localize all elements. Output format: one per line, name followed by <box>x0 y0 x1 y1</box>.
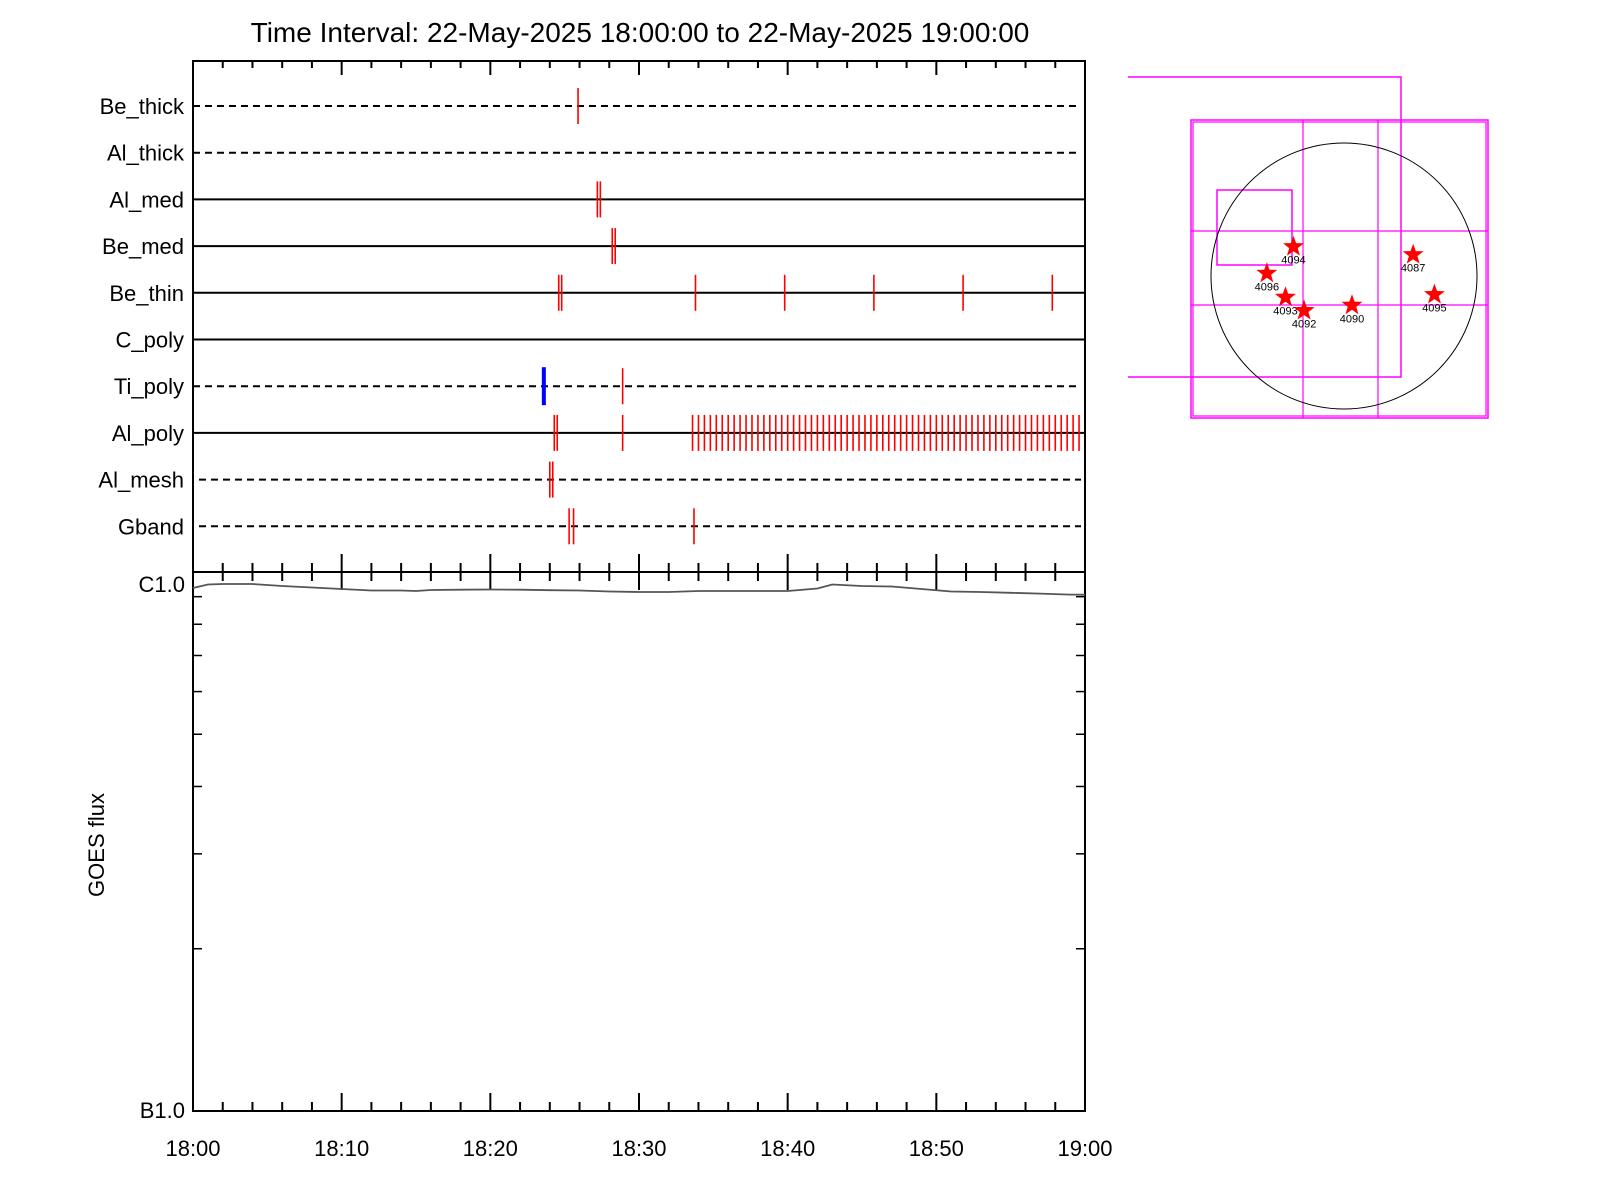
x-tick-label: 18:10 <box>314 1136 369 1161</box>
active-region-star-marker <box>1293 299 1315 320</box>
x-tick-label: 18:50 <box>909 1136 964 1161</box>
fov-outline-large <box>1128 76 1402 378</box>
active-region-star-marker <box>1256 262 1278 283</box>
y-tick-label-bottom: B1.0 <box>140 1098 185 1123</box>
active-region-label: 4095 <box>1422 303 1446 315</box>
event-timeline-panel: Be_thick Al_thick Al_med Be_med Be_thin C_pol… <box>98 60 1086 573</box>
active-region-label: 4096 <box>1255 281 1279 293</box>
row-label-be_thin: Be_thin <box>109 281 184 306</box>
x-tick-labels: 18:00 18:10 18:20 18:30 18:40 18:50 19:00 <box>165 1136 1112 1161</box>
fov-outline-square <box>1190 119 1489 419</box>
solar-disk-map: 4087 4094 4096 4093 4092 4090 4095 <box>1128 76 1489 419</box>
active-region-label: 4092 <box>1292 319 1316 331</box>
active-region-label: 4090 <box>1340 313 1364 325</box>
row-label-al_poly: Al_poly <box>112 421 184 446</box>
goes-frame <box>192 571 1086 1112</box>
x-tick-label: 18:40 <box>760 1136 815 1161</box>
x-tick-label: 18:20 <box>463 1136 518 1161</box>
active-region-star-marker <box>1275 286 1296 307</box>
y-tick-label-top: C1.0 <box>139 572 185 597</box>
x-tick-label: 19:00 <box>1057 1136 1112 1161</box>
row-label-al_thick: Al_thick <box>107 141 185 166</box>
active-region-star-marker <box>1402 243 1424 264</box>
row-label-c_poly: C_poly <box>116 328 184 353</box>
x-tick-label: 18:00 <box>165 1136 220 1161</box>
active-region-label: 4087 <box>1401 263 1425 275</box>
row-label-ti_poly: Ti_poly <box>114 374 184 399</box>
row-label-al_med: Al_med <box>109 187 184 212</box>
timeline-frame <box>192 60 1086 573</box>
goes-flux-panel <box>192 554 1086 1112</box>
active-region-label: 4093 <box>1273 305 1297 317</box>
active-region-star-marker <box>1283 235 1304 256</box>
chart-title: Time Interval: 22-May-2025 18:00:00 to 2… <box>251 17 1030 48</box>
x-tick-label: 18:30 <box>611 1136 666 1161</box>
row-label-be_thick: Be_thick <box>100 94 185 119</box>
goes-y-tick-labels: C1.0 B1.0 <box>139 572 185 1123</box>
goes-flux-line <box>192 583 1085 596</box>
solar-disk-limb <box>1210 142 1478 410</box>
active-region-star-marker <box>1424 283 1445 304</box>
row-label-gband: Gband <box>118 514 184 539</box>
y-axis-title: GOES flux <box>84 793 109 897</box>
fov-outline-square-inner <box>1192 121 1487 417</box>
active-region-label: 4094 <box>1281 255 1305 267</box>
active-region-star-marker <box>1341 294 1363 315</box>
row-label-be_med: Be_med <box>102 234 184 259</box>
row-label-al_mesh: Al_mesh <box>98 468 184 493</box>
fov-outline-small <box>1216 189 1293 266</box>
